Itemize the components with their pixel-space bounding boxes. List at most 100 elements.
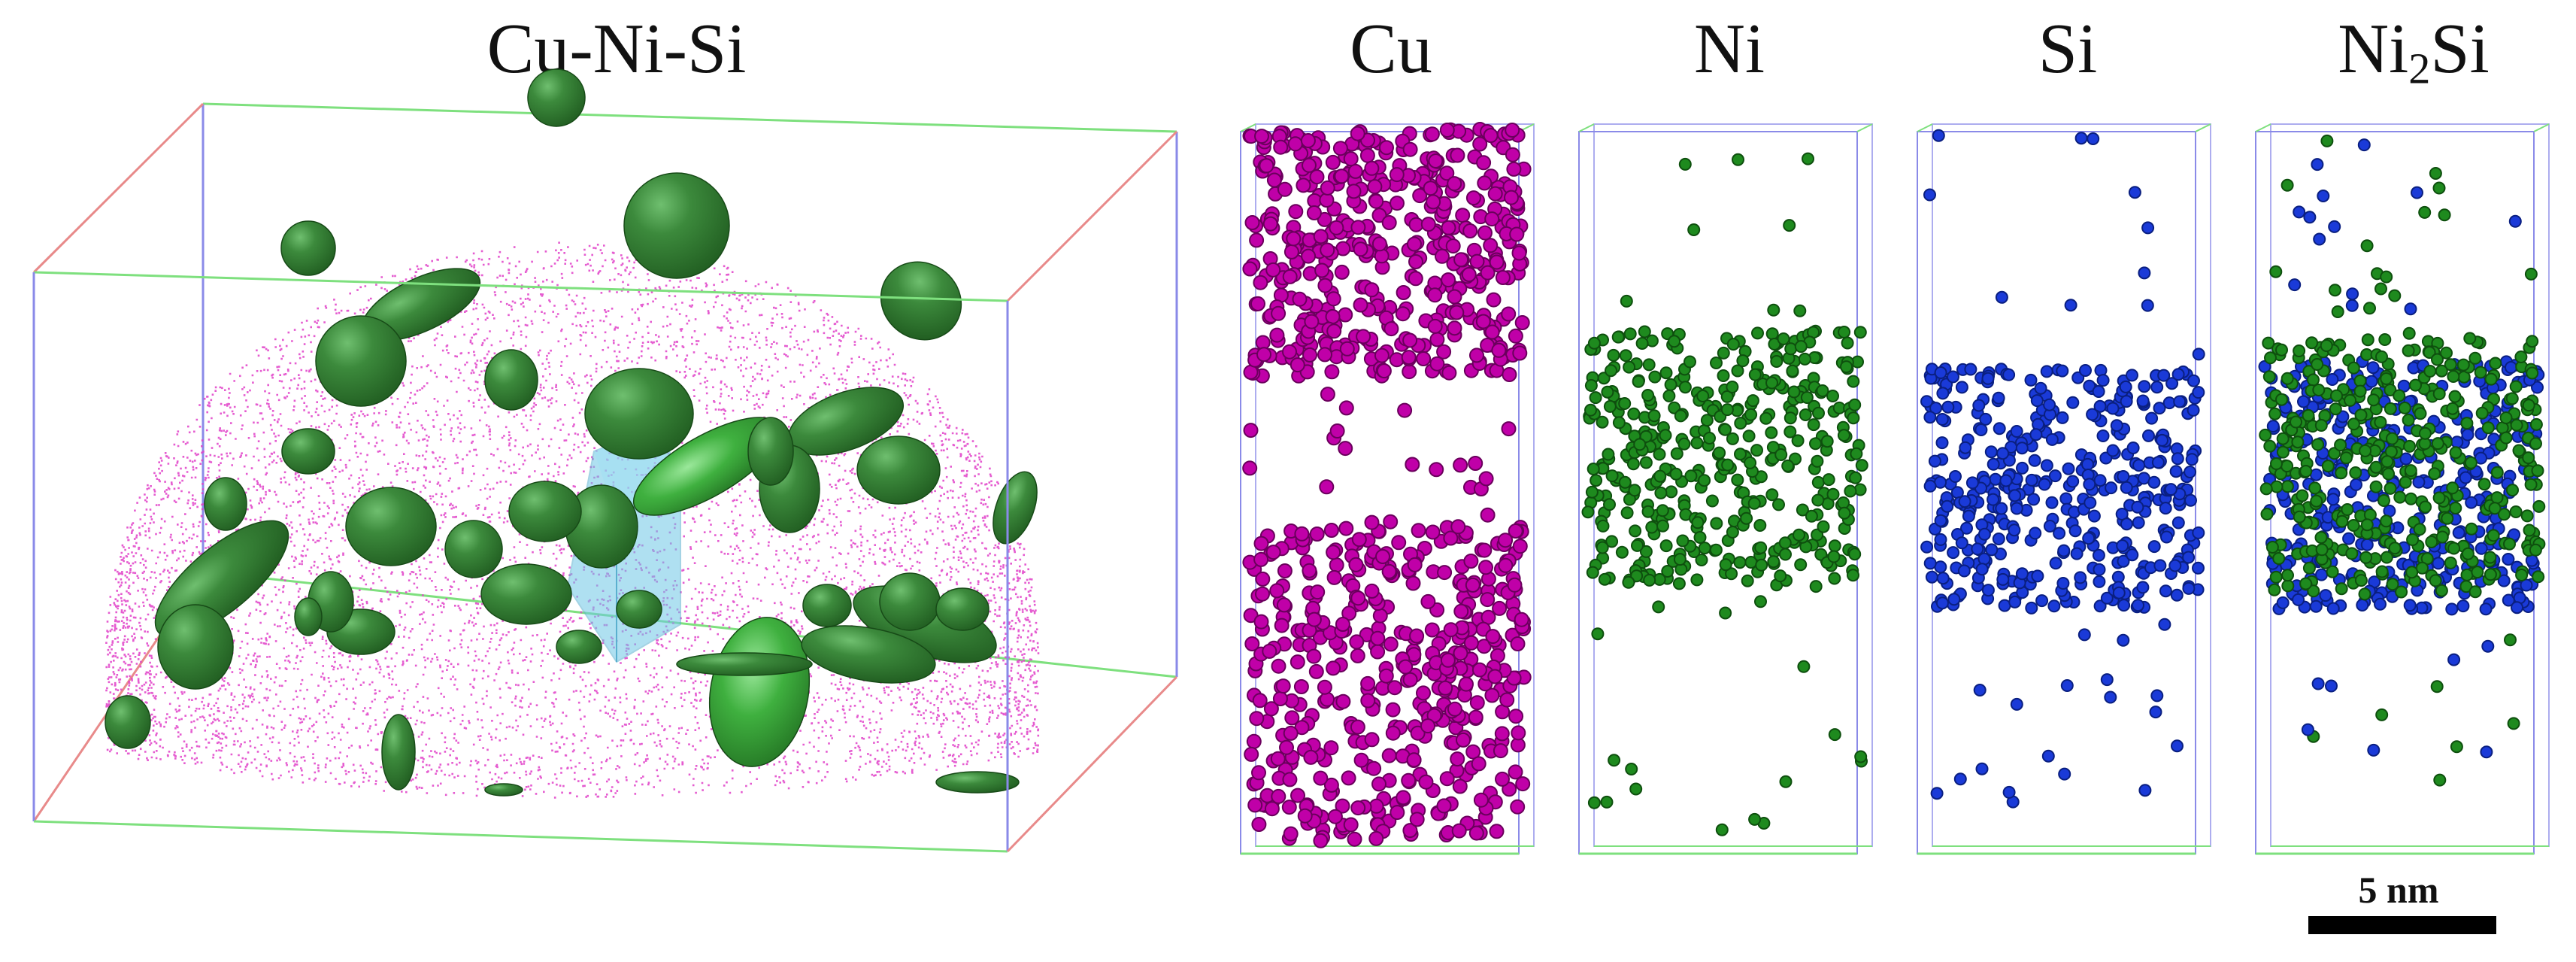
ni-atom xyxy=(2475,406,2489,420)
ni-atom xyxy=(1596,519,1610,533)
si-atom xyxy=(2360,538,2374,551)
ni-atom xyxy=(1848,548,1862,561)
cu-atom xyxy=(1396,285,1411,300)
cu-atom xyxy=(1494,726,1510,742)
cu-atom xyxy=(1383,514,1399,530)
ni-atom xyxy=(1584,379,1598,392)
cu-atom xyxy=(1338,441,1353,457)
cu-atom xyxy=(1420,593,1436,609)
si-atom xyxy=(2450,435,2464,449)
cu-atom xyxy=(1443,530,1459,546)
si-atom xyxy=(2025,601,2038,615)
si-atom xyxy=(1985,543,1999,557)
si-atom xyxy=(2182,551,2196,564)
ni-atom xyxy=(1656,519,1669,533)
ni-atom xyxy=(1654,486,1668,499)
precipitate xyxy=(281,428,335,475)
si-atom xyxy=(2481,639,2495,653)
si-atom xyxy=(2062,462,2075,475)
ni-atom xyxy=(1747,496,1761,510)
si-atom xyxy=(1958,495,1971,508)
ni-atom xyxy=(2526,366,2539,380)
si-atom xyxy=(2445,602,2459,616)
si-atom xyxy=(2104,690,2117,704)
ni-atom xyxy=(1607,348,1620,362)
cu-atom xyxy=(1441,365,1457,381)
si-atom xyxy=(2325,679,2338,693)
ni-atom xyxy=(2259,482,2273,496)
ni-atom xyxy=(1615,545,1629,559)
ni-atom xyxy=(1855,459,1868,472)
ni-atom xyxy=(2314,531,2328,545)
ni-atom xyxy=(2499,431,2513,445)
ni-atom xyxy=(1726,432,1739,445)
ni-atom xyxy=(2296,489,2309,502)
cu-atom xyxy=(1478,471,1494,487)
cu-atom xyxy=(1510,799,1526,815)
ni-atom xyxy=(1811,528,1824,542)
ni-atom xyxy=(1659,429,1672,442)
si-atom xyxy=(1981,372,1995,385)
ni-atom xyxy=(1618,397,1632,410)
ni-atom xyxy=(2490,466,2504,479)
ni-atom xyxy=(2307,373,2320,387)
panel-edge xyxy=(1578,123,1595,132)
cu-atom xyxy=(1325,309,1341,324)
si-atom xyxy=(2151,456,2165,469)
ni-atom xyxy=(1736,354,1750,368)
ni-atom xyxy=(2375,565,2389,578)
ni-atom xyxy=(2506,484,2519,497)
cu-atom xyxy=(1510,636,1526,651)
panel-title-ni2si: Ni2Si xyxy=(2338,10,2490,93)
ni-atom xyxy=(2435,584,2448,597)
ni-atom xyxy=(1837,496,1850,509)
ni-atom xyxy=(2262,370,2276,384)
si-atom xyxy=(2002,785,2016,799)
ni-atom xyxy=(2489,357,2502,370)
si-atom xyxy=(2008,523,2021,537)
cu-atom xyxy=(1515,776,1531,792)
cu-atom xyxy=(1395,306,1411,322)
cu-atom xyxy=(1468,456,1483,471)
cu-atom xyxy=(1371,776,1386,792)
ni-atom xyxy=(2299,577,2313,590)
cu-atom xyxy=(1277,181,1293,197)
si-atom xyxy=(1992,533,2005,545)
cu-atom xyxy=(1408,271,1423,287)
cu-atom xyxy=(1249,232,1265,248)
ni-atom xyxy=(1848,398,1862,411)
ni-atom xyxy=(2388,289,2402,302)
si-atom xyxy=(2452,526,2465,539)
si-atom xyxy=(2058,767,2071,781)
ni-atom xyxy=(2320,134,2334,147)
ni-atom xyxy=(2509,380,2523,393)
cu-atom xyxy=(1339,341,1355,357)
cu-atom xyxy=(1469,253,1485,269)
ni-atom xyxy=(1664,378,1677,391)
cu-atom xyxy=(1347,831,1362,847)
si-atom xyxy=(2117,633,2130,647)
si-atom xyxy=(2313,232,2326,246)
cu-atom xyxy=(1437,565,1453,581)
cu-atom xyxy=(1288,204,1304,220)
si-atom xyxy=(2350,478,2362,491)
cu-atom xyxy=(1389,352,1405,368)
cu-atom xyxy=(1445,238,1461,254)
si-atom xyxy=(2045,432,2059,446)
ni-atom xyxy=(2344,393,2357,407)
si-atom xyxy=(2171,368,2185,381)
cu-atom xyxy=(1359,147,1375,163)
si-atom xyxy=(1964,363,1977,376)
si-atom xyxy=(2066,475,2080,488)
si-atom xyxy=(1929,402,1943,415)
precipitate xyxy=(204,477,247,531)
ni-atom xyxy=(2299,465,2313,478)
cu-atom xyxy=(1338,400,1354,416)
ni-atom xyxy=(1656,504,1669,517)
scale-bar xyxy=(2308,916,2496,934)
si-atom xyxy=(2184,493,2197,507)
ni-atom xyxy=(2440,346,2453,360)
si-atom xyxy=(2010,425,2023,438)
ni-atom xyxy=(1791,434,1805,448)
ni-atom xyxy=(2409,378,2422,392)
